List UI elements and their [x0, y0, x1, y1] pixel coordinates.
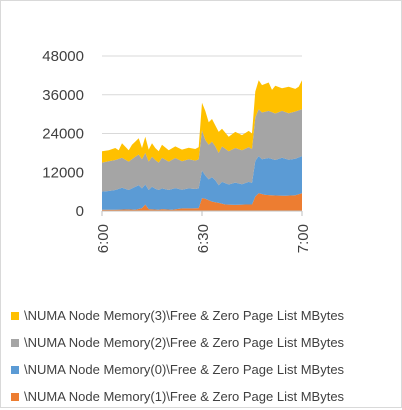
legend-swatch — [11, 311, 19, 320]
legend-item: \NUMA Node Memory(1)\Free & Zero Page Li… — [7, 383, 401, 410]
y-tick-label: 36000 — [42, 87, 84, 104]
y-tick-label: 48000 — [42, 48, 84, 65]
y-tick-label: 12000 — [42, 164, 84, 181]
x-tick-label: 6:30 — [195, 224, 212, 253]
x-tick-label: 6:00 — [95, 224, 112, 253]
legend-label: \NUMA Node Memory(3)\Free & Zero Page Li… — [24, 308, 345, 323]
y-tick-label: 24000 — [42, 126, 84, 143]
legend-item: \NUMA Node Memory(0)\Free & Zero Page Li… — [7, 356, 401, 383]
series-area-1 — [102, 156, 302, 210]
series-area-3 — [102, 80, 302, 163]
legend-item: \NUMA Node Memory(2)\Free & Zero Page Li… — [7, 329, 401, 356]
legend-item: \NUMA Node Memory(3)\Free & Zero Page Li… — [7, 302, 401, 329]
legend-swatch — [11, 338, 19, 347]
legend-swatch — [11, 392, 19, 401]
stacked-area-chart: 0 12000 24000 36000 48000 6:00 6:30 7:00 — [42, 48, 312, 253]
legend-label: \NUMA Node Memory(1)\Free & Zero Page Li… — [24, 389, 345, 404]
y-tick-label: 0 — [76, 203, 84, 220]
x-tick-label: 7:00 — [295, 224, 312, 253]
series-area-2 — [102, 109, 302, 192]
series-area-0 — [102, 193, 302, 211]
legend-swatch — [11, 365, 19, 374]
legend: \NUMA Node Memory(3)\Free & Zero Page Li… — [7, 302, 401, 410]
legend-label: \NUMA Node Memory(2)\Free & Zero Page Li… — [24, 335, 345, 350]
legend-label: \NUMA Node Memory(0)\Free & Zero Page Li… — [24, 362, 345, 377]
